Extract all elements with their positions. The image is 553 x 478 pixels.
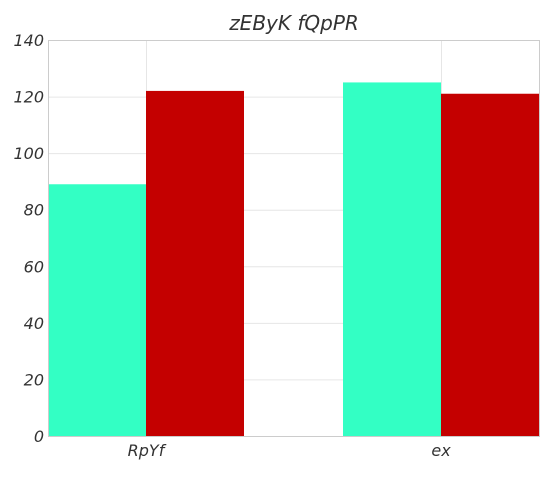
y-tick-label: 80 xyxy=(24,201,44,220)
bar-ex-series-1 xyxy=(343,82,441,436)
bar-rpyf-series-1 xyxy=(48,184,146,436)
y-tick-label: 100 xyxy=(13,144,44,163)
y-tick-label: 20 xyxy=(24,370,44,389)
bar-ex-series-2 xyxy=(441,93,539,436)
y-tick-label: 0 xyxy=(34,427,44,446)
y-tick-label: 120 xyxy=(13,88,44,107)
y-tick-label: 140 xyxy=(13,31,44,50)
plot-frame xyxy=(48,40,540,437)
x-axis-ticks: RpYf ex xyxy=(128,441,452,460)
x-tick-label: ex xyxy=(431,441,451,460)
bar-rpyf-series-2 xyxy=(146,90,244,437)
chart-title: zEByK fQpPR xyxy=(228,11,359,35)
y-tick-label: 60 xyxy=(24,257,44,276)
bars-layer xyxy=(48,82,539,437)
y-tick-label: 40 xyxy=(24,314,44,333)
y-axis-ticks: 0 20 40 60 80 100 120 140 xyxy=(13,31,44,446)
x-tick-label: RpYf xyxy=(128,441,167,460)
